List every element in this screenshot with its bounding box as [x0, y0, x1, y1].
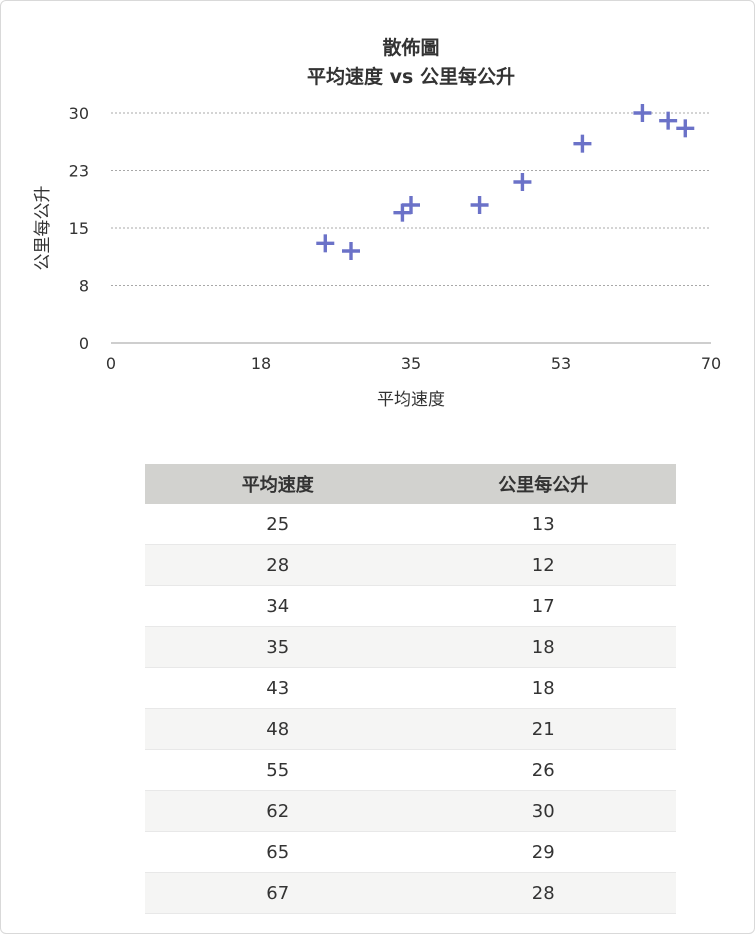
cell-average-speed: 43 — [145, 667, 411, 709]
data-points — [316, 104, 695, 260]
y-tick-labels: 0 8 15 23 30 — [69, 104, 89, 353]
data-point-plus-marker — [316, 234, 335, 253]
table-row: 25 13 — [145, 504, 676, 545]
x-axis-label: 平均速度 — [377, 390, 445, 410]
table-row: 43 18 — [145, 667, 676, 709]
cell-km-per-liter: 18 — [410, 626, 676, 668]
y-axis-label: 公里每公升 — [33, 186, 53, 271]
table-header-row: 平均速度 公里每公升 — [145, 464, 676, 504]
table-row: 62 30 — [145, 790, 676, 832]
cell-average-speed: 28 — [145, 544, 411, 586]
cell-average-speed: 35 — [145, 626, 411, 668]
data-point-plus-marker — [342, 242, 360, 260]
cell-average-speed: 62 — [145, 790, 411, 832]
x-tick-label: 35 — [401, 354, 421, 373]
table-row: 34 17 — [145, 585, 676, 627]
cell-average-speed: 25 — [145, 504, 411, 545]
cell-km-per-liter: 29 — [410, 831, 676, 873]
data-point-plus-marker — [659, 111, 678, 130]
cell-km-per-liter: 17 — [410, 585, 676, 627]
y-tick-label: 30 — [69, 104, 89, 123]
cell-average-speed: 55 — [145, 749, 411, 791]
x-tick-label: 0 — [106, 354, 116, 373]
data-table: 平均速度 公里每公升 25 13 28 12 34 17 35 18 43 18 48 21 55 26 6… — [145, 464, 676, 914]
scatter-chart: 散佈圖 平均速度 vs 公里每公升 0 8 15 23 30 0 18 35 53 70 平均速… — [33, 36, 721, 410]
grid-lines — [111, 112, 711, 344]
cell-average-speed: 67 — [145, 872, 411, 914]
data-point-plus-marker — [513, 173, 532, 191]
data-point-plus-marker — [402, 196, 420, 214]
cell-km-per-liter: 26 — [410, 749, 676, 791]
data-point-plus-marker — [470, 196, 489, 214]
chart-title: 散佈圖 — [382, 36, 439, 59]
table-row: 65 29 — [145, 831, 676, 873]
column-header-kmpl: 公里每公升 — [410, 464, 676, 504]
x-tick-labels: 0 18 35 53 70 — [106, 354, 721, 373]
column-header-speed: 平均速度 — [145, 464, 411, 504]
cell-km-per-liter: 21 — [410, 708, 676, 750]
data-point-plus-marker — [573, 134, 592, 153]
y-tick-label: 23 — [69, 162, 89, 181]
cell-km-per-liter: 13 — [410, 504, 676, 545]
table-body: 25 13 28 12 34 17 35 18 43 18 48 21 55 26 62 30 65 29 67 28 — [145, 504, 676, 914]
y-tick-label: 8 — [79, 277, 89, 296]
x-tick-label: 53 — [551, 354, 571, 373]
data-point-plus-marker — [633, 104, 652, 122]
cell-km-per-liter: 18 — [410, 667, 676, 709]
data-point-plus-marker — [676, 119, 695, 138]
cell-average-speed: 65 — [145, 831, 411, 873]
cell-km-per-liter: 28 — [410, 872, 676, 914]
chart-subtitle: 平均速度 vs 公里每公升 — [307, 65, 515, 88]
cell-km-per-liter: 30 — [410, 790, 676, 832]
table-row: 48 21 — [145, 708, 676, 750]
table-row: 55 26 — [145, 749, 676, 791]
y-tick-label: 15 — [69, 219, 89, 238]
x-tick-label: 70 — [701, 354, 721, 373]
table-row: 67 28 — [145, 872, 676, 914]
y-tick-label: 0 — [79, 334, 89, 353]
x-tick-label: 18 — [251, 354, 271, 373]
cell-average-speed: 48 — [145, 708, 411, 750]
table-row: 28 12 — [145, 544, 676, 586]
cell-average-speed: 34 — [145, 585, 411, 627]
cell-km-per-liter: 12 — [410, 544, 676, 586]
table-row: 35 18 — [145, 626, 676, 668]
